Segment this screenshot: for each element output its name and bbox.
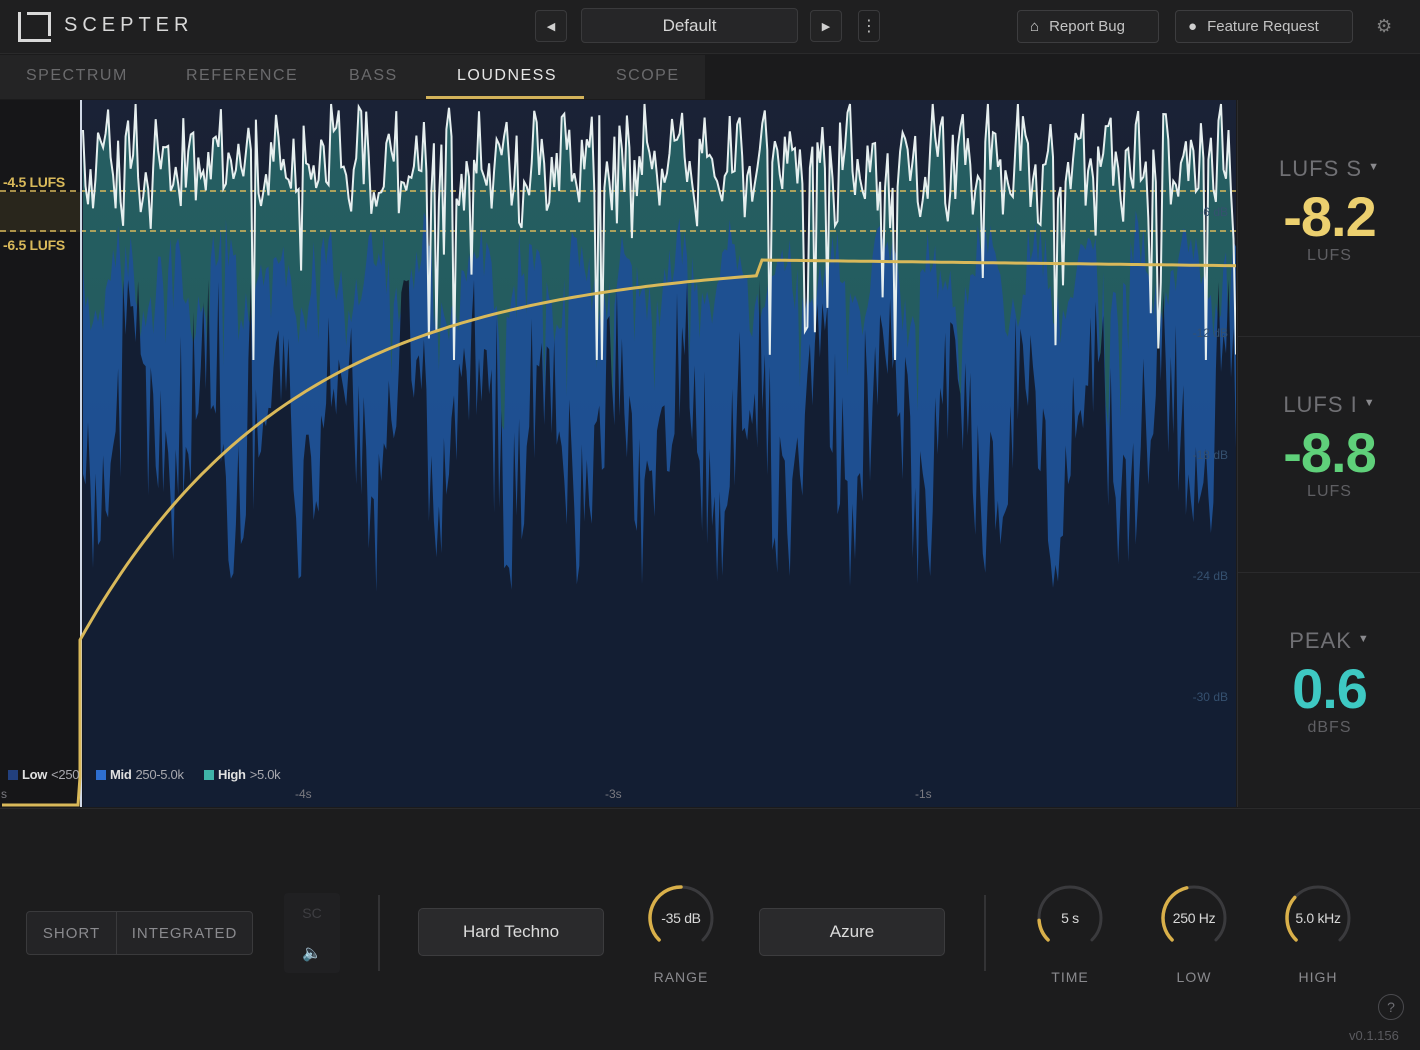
divider [984,895,986,971]
time-knob-value: 5 s [1061,910,1079,926]
tab-bass[interactable]: BASS [349,67,398,84]
lufs-integrated-unit: LUFS [1307,483,1352,500]
range-knob[interactable]: -35 dB [646,883,716,953]
low-knob[interactable]: 250 Hz [1159,883,1229,953]
caret-down-icon: ▼ [1368,161,1380,173]
view-tabs: SPECTRUM REFERENCE BASS LOUDNESS SCOPE [0,55,705,99]
tab-scope[interactable]: SCOPE [616,67,680,84]
target-top-label: -4.5 LUFS [3,174,65,190]
low-knob-label: LOW [1176,969,1212,985]
integrated-loudness-curve [2,258,1236,807]
knob-value-arc [1037,918,1050,942]
time-knob[interactable]: 5 s [1035,883,1105,953]
mode-short-button[interactable]: SHORT [27,912,117,954]
time-tick: -3s [605,787,622,801]
time-knob-label: TIME [1051,969,1089,985]
sidechain-panel[interactable]: SC 🔈 [284,893,340,973]
genre-selector-button[interactable]: Hard Techno [418,908,604,956]
lightbulb-icon: ● [1188,18,1198,35]
next-preset-button[interactable]: ▶ [810,10,842,42]
legend-mid: Mid 250-5.0k [96,767,184,782]
target-range-band [0,192,82,232]
feature-request-button[interactable]: ● Feature Request [1175,10,1353,43]
speaker-icon[interactable]: 🔈 [302,945,322,962]
loudness-chart[interactable]: -4.5 LUFS -6.5 LUFS -6 dB -12 dB -18 dB … [0,100,1236,807]
version-label: v0.1.156 [1349,1028,1399,1043]
lufs-short-value: -8.2 [1283,185,1377,248]
report-bug-label: Report Bug [1049,18,1125,35]
settings-gear-icon[interactable]: ⚙ [1376,16,1393,36]
lufs-integrated-value: -8.8 [1283,421,1377,484]
tab-loudness[interactable]: LOUDNESS [457,67,558,84]
db-tick: -6 dB [1199,205,1228,219]
divider [378,895,380,971]
top-bar: SCEPTER ◀ Default ▶ ⋮ ⌂ Report Bug ● Fea… [0,0,1420,54]
caret-down-icon: ▼ [1363,397,1376,409]
low-knob-value: 250 Hz [1172,910,1216,926]
knob-value-arc [1285,895,1298,942]
db-tick: -12 dB [1192,326,1228,340]
db-tick: -18 dB [1192,448,1228,462]
range-knob-value: -35 dB [661,910,701,926]
db-tick: -24 dB [1192,569,1228,583]
time-tick: -4s [295,787,312,801]
preset-selector[interactable]: Default [581,8,798,43]
tab-spectrum[interactable]: SPECTRUM [26,67,128,84]
arrow-right-icon: ▶ [821,20,831,33]
legend-swatch-mid [96,769,106,780]
sidechain-label: SC [302,905,322,921]
bottom-controls: SHORT INTEGRATED SC 🔈 Hard Techno -35 dB… [0,808,1420,1050]
peak-value: 0.6 [1292,657,1368,720]
kebab-menu-icon: ⋮ [861,18,877,35]
peak-unit: dBFS [1307,719,1352,736]
lufs-short-unit: LUFS [1307,247,1352,264]
legend-low: Low <250 [8,767,79,782]
high-knob-value: 5.0 kHz [1295,910,1341,926]
high-knob[interactable]: 5.0 kHz [1283,883,1353,953]
meter-divider [1238,572,1420,573]
lufs-integrated-meter[interactable]: LUFS I ▼ -8.8 LUFS [1238,392,1420,501]
tab-reference[interactable]: REFERENCE [186,67,299,84]
peak-meter[interactable]: PEAK ▼ 0.6 dBFS [1238,628,1420,737]
caret-down-icon: ▼ [1357,633,1370,645]
legend-swatch-high [204,769,214,780]
lufs-integrated-label: LUFS I ▼ [1283,392,1376,417]
lufs-short-label: LUFS S ▼ [1279,156,1380,181]
arrow-left-icon: ◀ [546,20,556,33]
meters-panel: LUFS S ▼ -8.2 LUFS LUFS I ▼ -8.8 LUFS PEAK… [1237,100,1420,807]
active-tab-indicator [426,96,584,99]
brand-name: SCEPTER [64,14,194,36]
report-bug-button[interactable]: ⌂ Report Bug [1017,10,1159,43]
lufs-short-meter[interactable]: LUFS S ▼ -8.2 LUFS [1238,156,1420,265]
feature-request-label: Feature Request [1207,18,1319,35]
time-tick: -1s [915,787,932,801]
prev-preset-button[interactable]: ◀ [535,10,567,42]
more-menu-button[interactable]: ⋮ [858,10,880,42]
short-term-loudness-line [82,103,1236,361]
loudness-graph-svg [0,100,1236,807]
peak-label: PEAK ▼ [1289,628,1370,653]
legend-high: High >5.0k [204,767,281,782]
mode-integrated-button[interactable]: INTEGRATED [131,924,238,942]
theme-selector-button[interactable]: Azure [759,908,945,956]
help-icon[interactable]: ? [1378,994,1404,1020]
meter-divider [1238,336,1420,337]
knob-value-arc [1161,886,1189,942]
scepter-logo [18,12,51,42]
db-tick: -30 dB [1192,690,1228,704]
range-knob-label: RANGE [653,969,709,985]
target-bottom-label: -6.5 LUFS [3,237,65,253]
legend-swatch-low [8,769,18,780]
bug-icon: ⌂ [1030,18,1040,35]
high-knob-label: HIGH [1298,969,1338,985]
knob-value-arc [648,885,683,942]
time-tick: s [1,787,7,801]
loudness-mode-toggle: SHORT INTEGRATED [26,911,253,955]
low-band-area [83,280,1236,807]
